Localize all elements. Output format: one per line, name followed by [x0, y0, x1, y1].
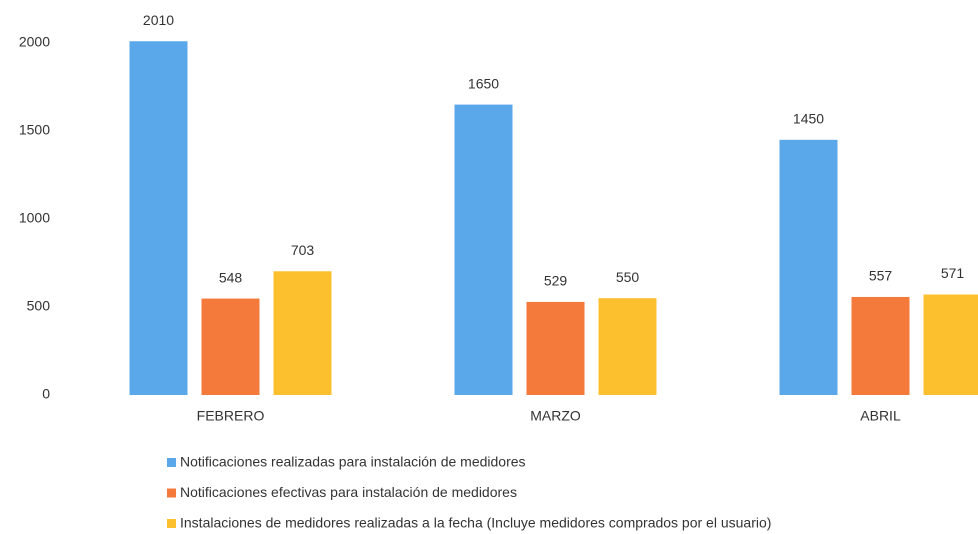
bar — [273, 271, 332, 395]
bar — [129, 41, 188, 396]
y-tick-label: 2000 — [19, 34, 50, 50]
legend-label: Notificaciones efectivas para instalació… — [180, 484, 517, 500]
y-tick-label: 0 — [42, 386, 50, 402]
legend-swatch — [167, 458, 176, 467]
legend-label: Instalaciones de medidores realizadas a … — [180, 515, 771, 531]
y-tick-label: 500 — [27, 298, 51, 314]
data-label: 703 — [291, 242, 315, 258]
data-label: 548 — [219, 269, 243, 285]
bar — [923, 294, 978, 395]
data-label: 2010 — [143, 12, 174, 28]
data-label: 1450 — [793, 111, 824, 127]
bar — [201, 298, 260, 395]
x-tick-label: ABRIL — [860, 408, 901, 424]
data-label: 1650 — [468, 75, 499, 91]
legend-label: Notificaciones realizadas para instalaci… — [180, 454, 526, 470]
bar — [454, 104, 513, 395]
bar — [779, 139, 838, 395]
y-tick-label: 1000 — [19, 210, 50, 226]
bar — [851, 296, 910, 395]
legend-swatch — [167, 519, 176, 528]
data-label: 571 — [941, 265, 965, 281]
bar — [598, 298, 657, 395]
y-tick-label: 1500 — [19, 122, 50, 138]
x-tick-label: FEBRERO — [197, 408, 265, 424]
data-label: 550 — [616, 269, 640, 285]
data-label: 529 — [544, 273, 568, 289]
x-tick-label: MARZO — [530, 408, 581, 424]
legend-swatch — [167, 488, 176, 498]
data-label: 557 — [869, 268, 893, 284]
bar — [526, 301, 585, 395]
